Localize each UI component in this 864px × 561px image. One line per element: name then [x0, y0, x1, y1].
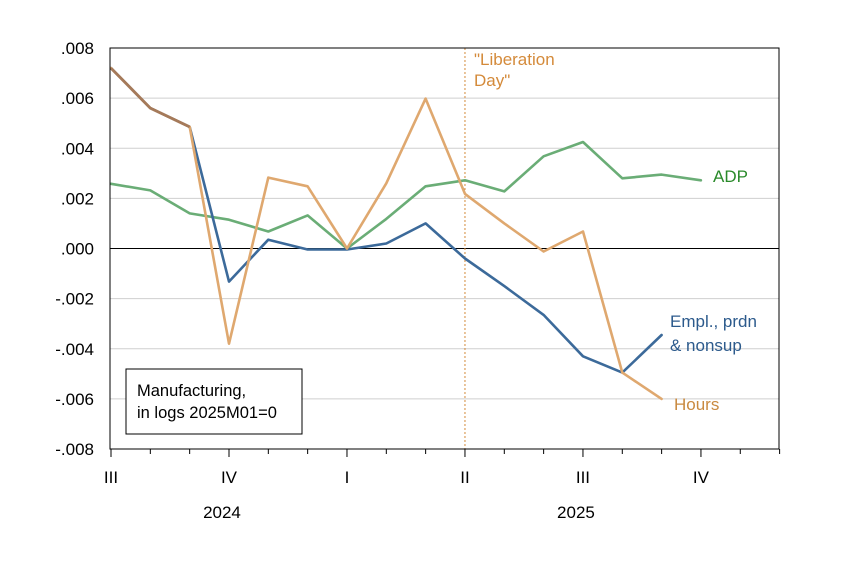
series-label: & nonsup: [670, 336, 742, 355]
series-overlap-line: [110, 67, 191, 129]
x-tick-label: IV: [693, 468, 710, 487]
series-label: Empl., prdn: [670, 312, 757, 331]
note-box-frame: [125, 368, 303, 435]
y-tick-label: -.008: [55, 440, 94, 459]
x-tick-label: IV: [221, 468, 238, 487]
liberation-day-label: Day": [474, 71, 510, 90]
plot-frame: [109, 47, 780, 450]
series-line-hours: [109, 66, 663, 401]
y-tick-label: -.006: [55, 390, 94, 409]
series-line-empl-prdn-nonsup: [109, 66, 663, 374]
y-tick-label: .004: [61, 139, 94, 158]
y-tick-label: .002: [61, 189, 94, 208]
y-tick-label: .008: [61, 39, 94, 58]
y-tick-label: .006: [61, 89, 94, 108]
series-lines: [109, 66, 703, 401]
x-tick-label: III: [576, 468, 590, 487]
note-box: Manufacturing, in logs 2025M01=0: [125, 368, 303, 435]
y-tick-label: -.002: [55, 290, 94, 309]
series-label: Hours: [674, 395, 719, 414]
note-text: in logs 2025M01=0: [137, 404, 277, 422]
y-tick-label: -.004: [55, 340, 94, 359]
y-tick-label: .000: [61, 240, 94, 259]
x-year-label: 2024: [203, 503, 241, 522]
liberation-day-annotation: "Liberation Day": [464, 48, 555, 449]
y-axis: .008 .006 .004 .002 .000 -.002 -.004 -.006 -.008: [55, 39, 94, 459]
liberation-day-label: "Liberation: [474, 50, 555, 69]
note-text: Manufacturing,: [137, 382, 246, 400]
series-labels: ADP Empl., prdn & nonsup Hours: [670, 167, 757, 414]
x-tick-label: III: [104, 468, 118, 487]
series-line-adp: [109, 140, 703, 250]
series-label: ADP: [713, 167, 748, 186]
x-tick-label: II: [460, 468, 469, 487]
x-year-label: 2025: [557, 503, 595, 522]
x-tick-label: I: [345, 468, 350, 487]
